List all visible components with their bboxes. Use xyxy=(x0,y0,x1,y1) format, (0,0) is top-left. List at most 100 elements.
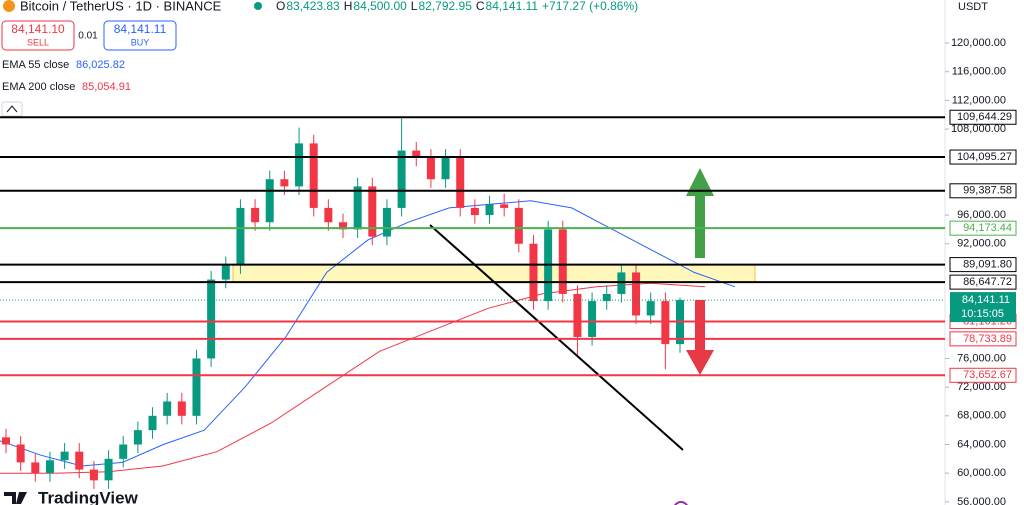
candle-body xyxy=(236,207,245,266)
buy-button[interactable] xyxy=(103,20,177,51)
ema200-name: EMA 200 close xyxy=(2,81,75,93)
symbol-title: Bitcoin / TetherUS · 1D · BINANCE xyxy=(20,0,222,13)
candle-body xyxy=(280,179,289,187)
candle-body xyxy=(45,460,54,474)
candle-body xyxy=(324,207,333,223)
level-label: 109,644.29 xyxy=(957,111,1012,123)
candle-body xyxy=(500,204,509,208)
candle-body xyxy=(456,157,465,208)
collapse-button[interactable] xyxy=(1,101,23,117)
candle-body xyxy=(646,301,655,316)
candle-body xyxy=(133,430,142,445)
level-label: 89,091.80 xyxy=(963,259,1012,271)
candle-body xyxy=(426,157,435,180)
ohlc-key: H xyxy=(344,0,353,13)
level-label-box xyxy=(949,331,1017,347)
ohlc-value: 83,423.83 xyxy=(286,0,340,13)
candle-body xyxy=(104,458,113,481)
candle-body xyxy=(192,358,201,416)
market-status xyxy=(254,2,262,10)
y-tick-label: 120,000.00 xyxy=(951,37,1006,49)
down-arrow xyxy=(686,300,714,375)
collapse-icon xyxy=(6,105,18,113)
level-label-box xyxy=(949,183,1017,199)
ema55-name: EMA 55 close xyxy=(2,59,69,71)
last-price-box xyxy=(950,292,1016,323)
last-price-label: 84,141.11 xyxy=(962,294,1010,306)
candle-body xyxy=(573,293,582,337)
candle-body xyxy=(207,279,216,359)
level-label-box xyxy=(949,274,1017,290)
candle-body xyxy=(251,207,260,223)
ema55-value: 86,025.82 xyxy=(76,59,125,71)
candle-body xyxy=(602,293,611,302)
level-label-box xyxy=(949,257,1017,273)
brand-logo xyxy=(4,492,27,504)
level-label: 104,095.27 xyxy=(957,151,1012,163)
ohlc-key: C xyxy=(476,0,485,13)
level-label: 86,647.72 xyxy=(963,276,1012,288)
y-tick-label: 68,000.00 xyxy=(957,410,1006,422)
candle-body xyxy=(16,444,25,463)
ohlc-key: L xyxy=(411,0,418,13)
level-label: 73,652.67 xyxy=(963,369,1012,381)
candle-body xyxy=(119,444,128,459)
candle-body xyxy=(353,186,362,230)
y-tick-label: 92,000.00 xyxy=(957,238,1006,250)
candle-body xyxy=(309,143,318,208)
support-zone xyxy=(232,264,756,283)
countdown: 10:15:05 xyxy=(961,308,1004,320)
event-marker[interactable] xyxy=(674,501,688,505)
candle-body xyxy=(412,150,421,158)
level-label-box xyxy=(949,220,1017,236)
ohlc-key: O xyxy=(276,0,285,13)
candle-body xyxy=(441,157,450,180)
candle-body xyxy=(617,272,626,294)
candle-body xyxy=(265,179,274,223)
candle-body xyxy=(221,265,230,280)
candle-body xyxy=(397,150,406,208)
sell-button[interactable] xyxy=(1,20,75,51)
ema200-value: 85,054.91 xyxy=(82,81,131,93)
candle-body xyxy=(31,462,40,474)
quantity[interactable]: 0.01 xyxy=(78,31,98,42)
y-tick-label: 116,000.00 xyxy=(952,66,1006,78)
ema-line xyxy=(0,282,706,474)
candle-body xyxy=(2,437,10,445)
level-label-box xyxy=(949,109,1017,125)
y-tick-label: 60,000.00 xyxy=(957,467,1006,479)
candle-body xyxy=(89,469,98,481)
candle-body xyxy=(163,401,172,416)
y-tick-label: 64,000.00 xyxy=(957,438,1006,450)
change-readout: +717.27 (+0.86%) xyxy=(542,0,638,13)
level-label: 94,173.44 xyxy=(963,222,1012,234)
candle-body xyxy=(558,229,567,294)
candle-body xyxy=(368,186,377,237)
candle-body xyxy=(632,272,641,316)
ohlc-readout: O 83,423.83 H 84,500.00 L 82,792.95 C 84,141.11 xyxy=(276,0,538,13)
candle-body xyxy=(60,451,69,461)
candle-body xyxy=(529,243,538,302)
buy-label[interactable]: BUY xyxy=(131,37,150,47)
currency[interactable]: USDT xyxy=(958,1,988,13)
coin-icon xyxy=(3,0,15,12)
sell-label[interactable]: SELL xyxy=(27,37,49,47)
level-label-box xyxy=(949,149,1017,165)
candle-body xyxy=(470,207,479,216)
ohlc-value: 82,792.95 xyxy=(418,0,472,13)
level-label: 99,387.58 xyxy=(963,185,1012,197)
ohlc-value: 84,141.11 xyxy=(486,0,539,13)
candle-body xyxy=(485,204,494,216)
sell-price[interactable]: 84,141.10 xyxy=(11,22,65,36)
candle-body xyxy=(295,143,304,187)
buy-price[interactable]: 84,141.11 xyxy=(114,22,167,36)
candle-body xyxy=(148,415,157,431)
candle-body xyxy=(588,301,597,337)
candle-body xyxy=(514,207,523,244)
y-tick-label: 112,000.00 xyxy=(952,94,1006,106)
ohlc-value: 84,500.00 xyxy=(353,0,407,13)
candle-body xyxy=(661,301,670,345)
ema-line xyxy=(0,200,736,467)
